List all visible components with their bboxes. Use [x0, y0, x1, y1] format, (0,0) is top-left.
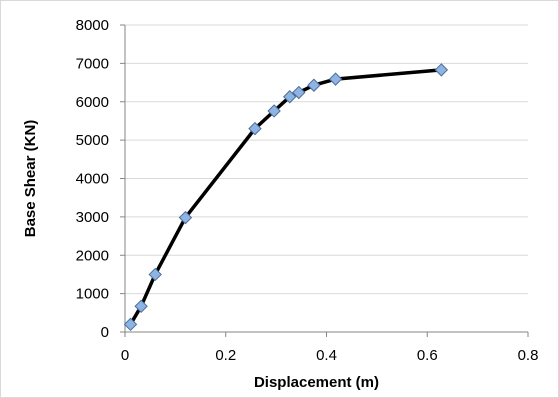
- x-axis-title: Displacement (m): [254, 374, 379, 391]
- data-point: [148, 267, 162, 282]
- x-tick-label: 0.2: [215, 347, 236, 364]
- y-tick-label: 3000: [76, 209, 109, 226]
- data-point: [283, 90, 297, 104]
- data-point: [434, 63, 449, 77]
- axes: [120, 24, 529, 337]
- x-tick-label: 0: [121, 347, 129, 364]
- y-tick-label: 6000: [76, 94, 109, 111]
- data-point: [267, 104, 281, 118]
- data-point: [292, 85, 306, 100]
- x-tick-label: 0.4: [316, 347, 337, 364]
- data-point: [123, 317, 138, 332]
- y-tick-label: 0: [101, 324, 109, 341]
- y-tick-label: 7000: [76, 55, 109, 72]
- data-points: [123, 63, 449, 332]
- y-tick-label: 5000: [76, 132, 109, 149]
- data-point: [248, 121, 262, 136]
- y-tick-label: 4000: [76, 171, 109, 188]
- y-axis-title: Base Shear (KN): [22, 120, 39, 238]
- x-tick-label: 0.8: [518, 347, 539, 364]
- data-point: [134, 299, 148, 313]
- data-point: [328, 72, 343, 86]
- y-tick-label: 8000: [76, 17, 109, 34]
- y-tick-label: 2000: [76, 247, 109, 264]
- gridlines: [125, 24, 528, 295]
- y-tick-label: 1000: [76, 286, 109, 303]
- tick-labels: 0 1000 2000 3000 4000 5000 6000 7000 8000 0 0.2 0.4…: [76, 17, 539, 364]
- x-tick-label: 0.6: [417, 347, 438, 364]
- data-point: [307, 78, 321, 92]
- data-point: [178, 210, 193, 225]
